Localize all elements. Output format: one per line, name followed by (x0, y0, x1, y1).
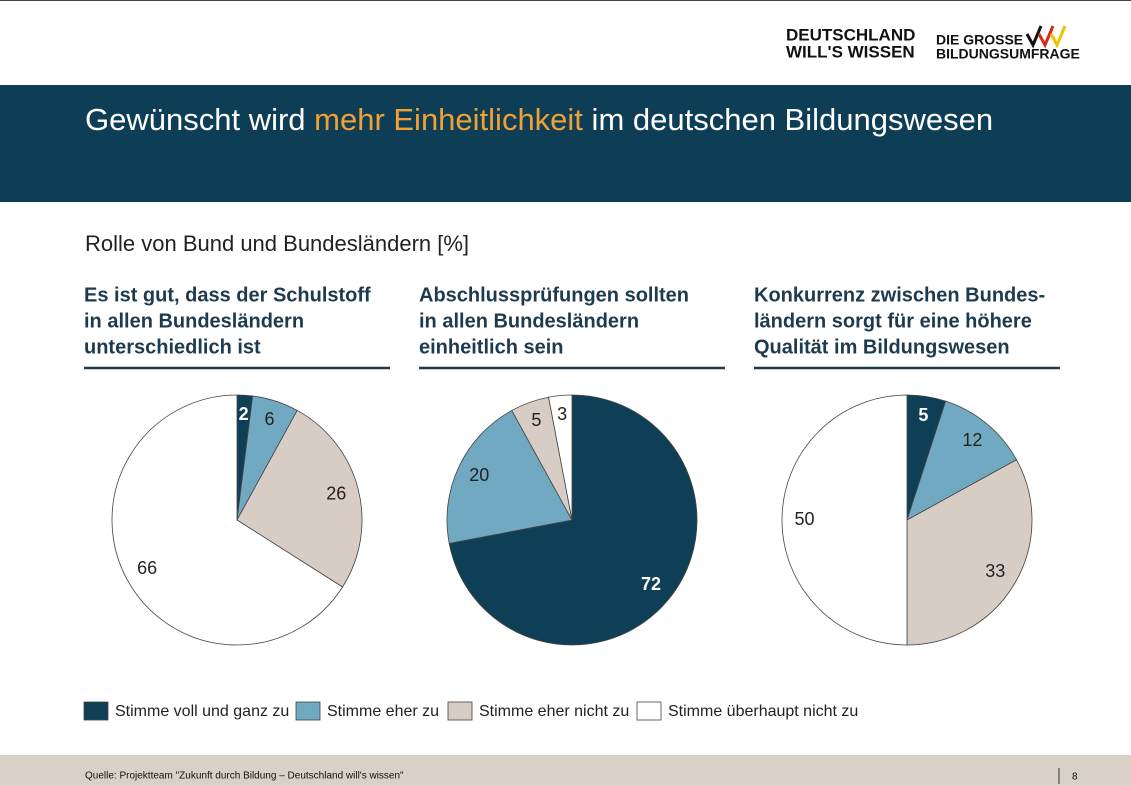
pie-slice (236, 409, 363, 588)
legend-swatch (447, 701, 473, 721)
pie-slice (906, 459, 1033, 646)
title-part: Gewünscht wird (85, 102, 314, 137)
chart-title: Qualität im Bildungswesen (754, 336, 1010, 358)
charts: Es ist gut, dass der Schulstoff in allen … (84, 284, 1060, 646)
logo-text: DEUTSCHLAND (786, 25, 915, 44)
data-label: 5 (531, 410, 541, 430)
data-label: 66 (137, 558, 157, 578)
title-band (0, 85, 1131, 202)
pie-slice (906, 400, 1018, 521)
source: Quelle: Projektteam "Zukunft durch Bildu… (85, 771, 404, 782)
data-label: 6 (264, 409, 274, 429)
logo-text: BILDUNGSUMFRAGE (936, 46, 1080, 62)
pie-slice (781, 394, 908, 646)
chart-title: unterschiedlich ist (84, 336, 261, 358)
data-label: 50 (794, 509, 814, 529)
data-label: 2 (239, 404, 249, 424)
pie-slice (446, 409, 573, 544)
chart-title: Es ist gut, dass der Schulstoff (84, 284, 371, 306)
chart-title: einheitlich sein (419, 336, 563, 358)
title-highlight: mehr Einheitlichkeit (314, 102, 583, 137)
legend-swatch (83, 701, 109, 721)
logo-text: WILL'S WISSEN (786, 42, 915, 61)
page-number: 8 (1072, 772, 1078, 783)
legend: Stimme voll und ganz zu Stimme eher zu Sti… (83, 701, 858, 721)
logo-text: DIE GROSSE (936, 32, 1023, 48)
logo-checks (1025, 25, 1067, 49)
title-part: im deutschen Bildungswesen (583, 102, 993, 137)
chart-title: in allen Bundesländern (84, 310, 304, 332)
data-label: 33 (985, 561, 1005, 581)
legend-label: Stimme eher nicht zu (479, 703, 629, 720)
data-label: 12 (962, 430, 982, 450)
pie-slice (111, 394, 344, 646)
legend-label: Stimme voll und ganz zu (115, 703, 289, 720)
legend-swatch (295, 701, 321, 721)
data-label: 20 (469, 465, 489, 485)
data-label: 26 (326, 483, 346, 503)
legend-label: Stimme überhaupt nicht zu (668, 703, 858, 720)
legend-swatch (636, 701, 662, 721)
data-label: 72 (641, 574, 661, 594)
subtitle: Rolle von Bund und Bundesländern [%] (85, 231, 469, 256)
pie-slice (548, 394, 573, 521)
footer-band (0, 755, 1131, 786)
slide-title: Gewünscht wird mehr Einheitlichkeit im d… (85, 102, 993, 137)
chart-title: ländern sorgt für eine höhere (754, 310, 1032, 332)
chart-title: in allen Bundesländern (419, 310, 639, 332)
chart-title: Abschlussprüfungen sollten (419, 284, 689, 306)
pie-slice (448, 394, 698, 646)
data-label: 5 (918, 405, 928, 425)
chart-title: Konkurrenz zwischen Bundes- (754, 284, 1045, 306)
legend-label: Stimme eher zu (327, 703, 439, 720)
data-label: 3 (557, 404, 567, 424)
